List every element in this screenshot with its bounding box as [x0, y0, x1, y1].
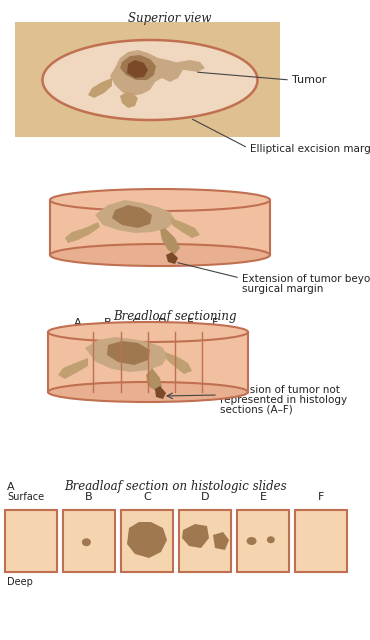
- Polygon shape: [146, 368, 162, 391]
- Text: Superior view: Superior view: [128, 12, 212, 25]
- Text: C: C: [143, 492, 151, 502]
- Polygon shape: [85, 337, 168, 372]
- Polygon shape: [120, 55, 156, 80]
- Text: D: D: [158, 318, 166, 328]
- Text: E: E: [186, 318, 194, 328]
- Polygon shape: [213, 532, 229, 550]
- Text: surgical margin: surgical margin: [242, 284, 323, 294]
- Text: Tumor: Tumor: [292, 75, 326, 85]
- Ellipse shape: [267, 536, 275, 543]
- Bar: [179, 510, 231, 572]
- Polygon shape: [43, 40, 258, 120]
- Polygon shape: [88, 78, 112, 98]
- Ellipse shape: [48, 382, 248, 402]
- Bar: [237, 510, 289, 572]
- Text: A: A: [74, 318, 82, 328]
- Text: F: F: [212, 318, 218, 328]
- Polygon shape: [107, 341, 150, 365]
- Text: D: D: [201, 492, 209, 502]
- Ellipse shape: [50, 189, 270, 211]
- Text: Extension of tumor beyond: Extension of tumor beyond: [242, 274, 370, 284]
- Polygon shape: [165, 352, 192, 374]
- Bar: [63, 510, 115, 572]
- Text: Elliptical excision margin: Elliptical excision margin: [250, 144, 370, 154]
- Ellipse shape: [50, 244, 270, 266]
- Ellipse shape: [246, 537, 256, 545]
- Text: Surface: Surface: [7, 492, 44, 502]
- Text: sections (A–F): sections (A–F): [220, 405, 293, 415]
- Text: E: E: [259, 492, 266, 502]
- Text: Deep: Deep: [7, 577, 33, 587]
- Ellipse shape: [48, 322, 248, 342]
- Polygon shape: [110, 50, 183, 96]
- Text: Breadloaf section on histologic slides: Breadloaf section on histologic slides: [64, 480, 286, 493]
- Polygon shape: [95, 200, 175, 233]
- Polygon shape: [127, 522, 167, 558]
- Polygon shape: [170, 218, 200, 238]
- Polygon shape: [160, 228, 180, 254]
- Text: B: B: [85, 492, 93, 502]
- Text: represented in histology: represented in histology: [220, 395, 347, 405]
- Polygon shape: [168, 60, 205, 72]
- Polygon shape: [120, 92, 138, 108]
- Polygon shape: [58, 358, 88, 379]
- Polygon shape: [182, 524, 209, 548]
- Text: B: B: [104, 318, 112, 328]
- Ellipse shape: [82, 538, 91, 547]
- Bar: [48, 332, 248, 392]
- Bar: [121, 510, 173, 572]
- Text: F: F: [318, 492, 324, 502]
- Text: Breadloaf sectioning: Breadloaf sectioning: [113, 310, 237, 323]
- Polygon shape: [112, 205, 152, 228]
- Text: A: A: [7, 482, 15, 492]
- Bar: [15, 22, 280, 137]
- Polygon shape: [127, 60, 148, 78]
- Polygon shape: [65, 222, 100, 243]
- Text: Extension of tumor not: Extension of tumor not: [220, 385, 340, 395]
- Bar: [295, 510, 347, 572]
- Text: C: C: [131, 318, 139, 328]
- Bar: [5, 510, 57, 572]
- Polygon shape: [155, 386, 166, 399]
- Polygon shape: [166, 252, 178, 264]
- Bar: [50, 200, 270, 255]
